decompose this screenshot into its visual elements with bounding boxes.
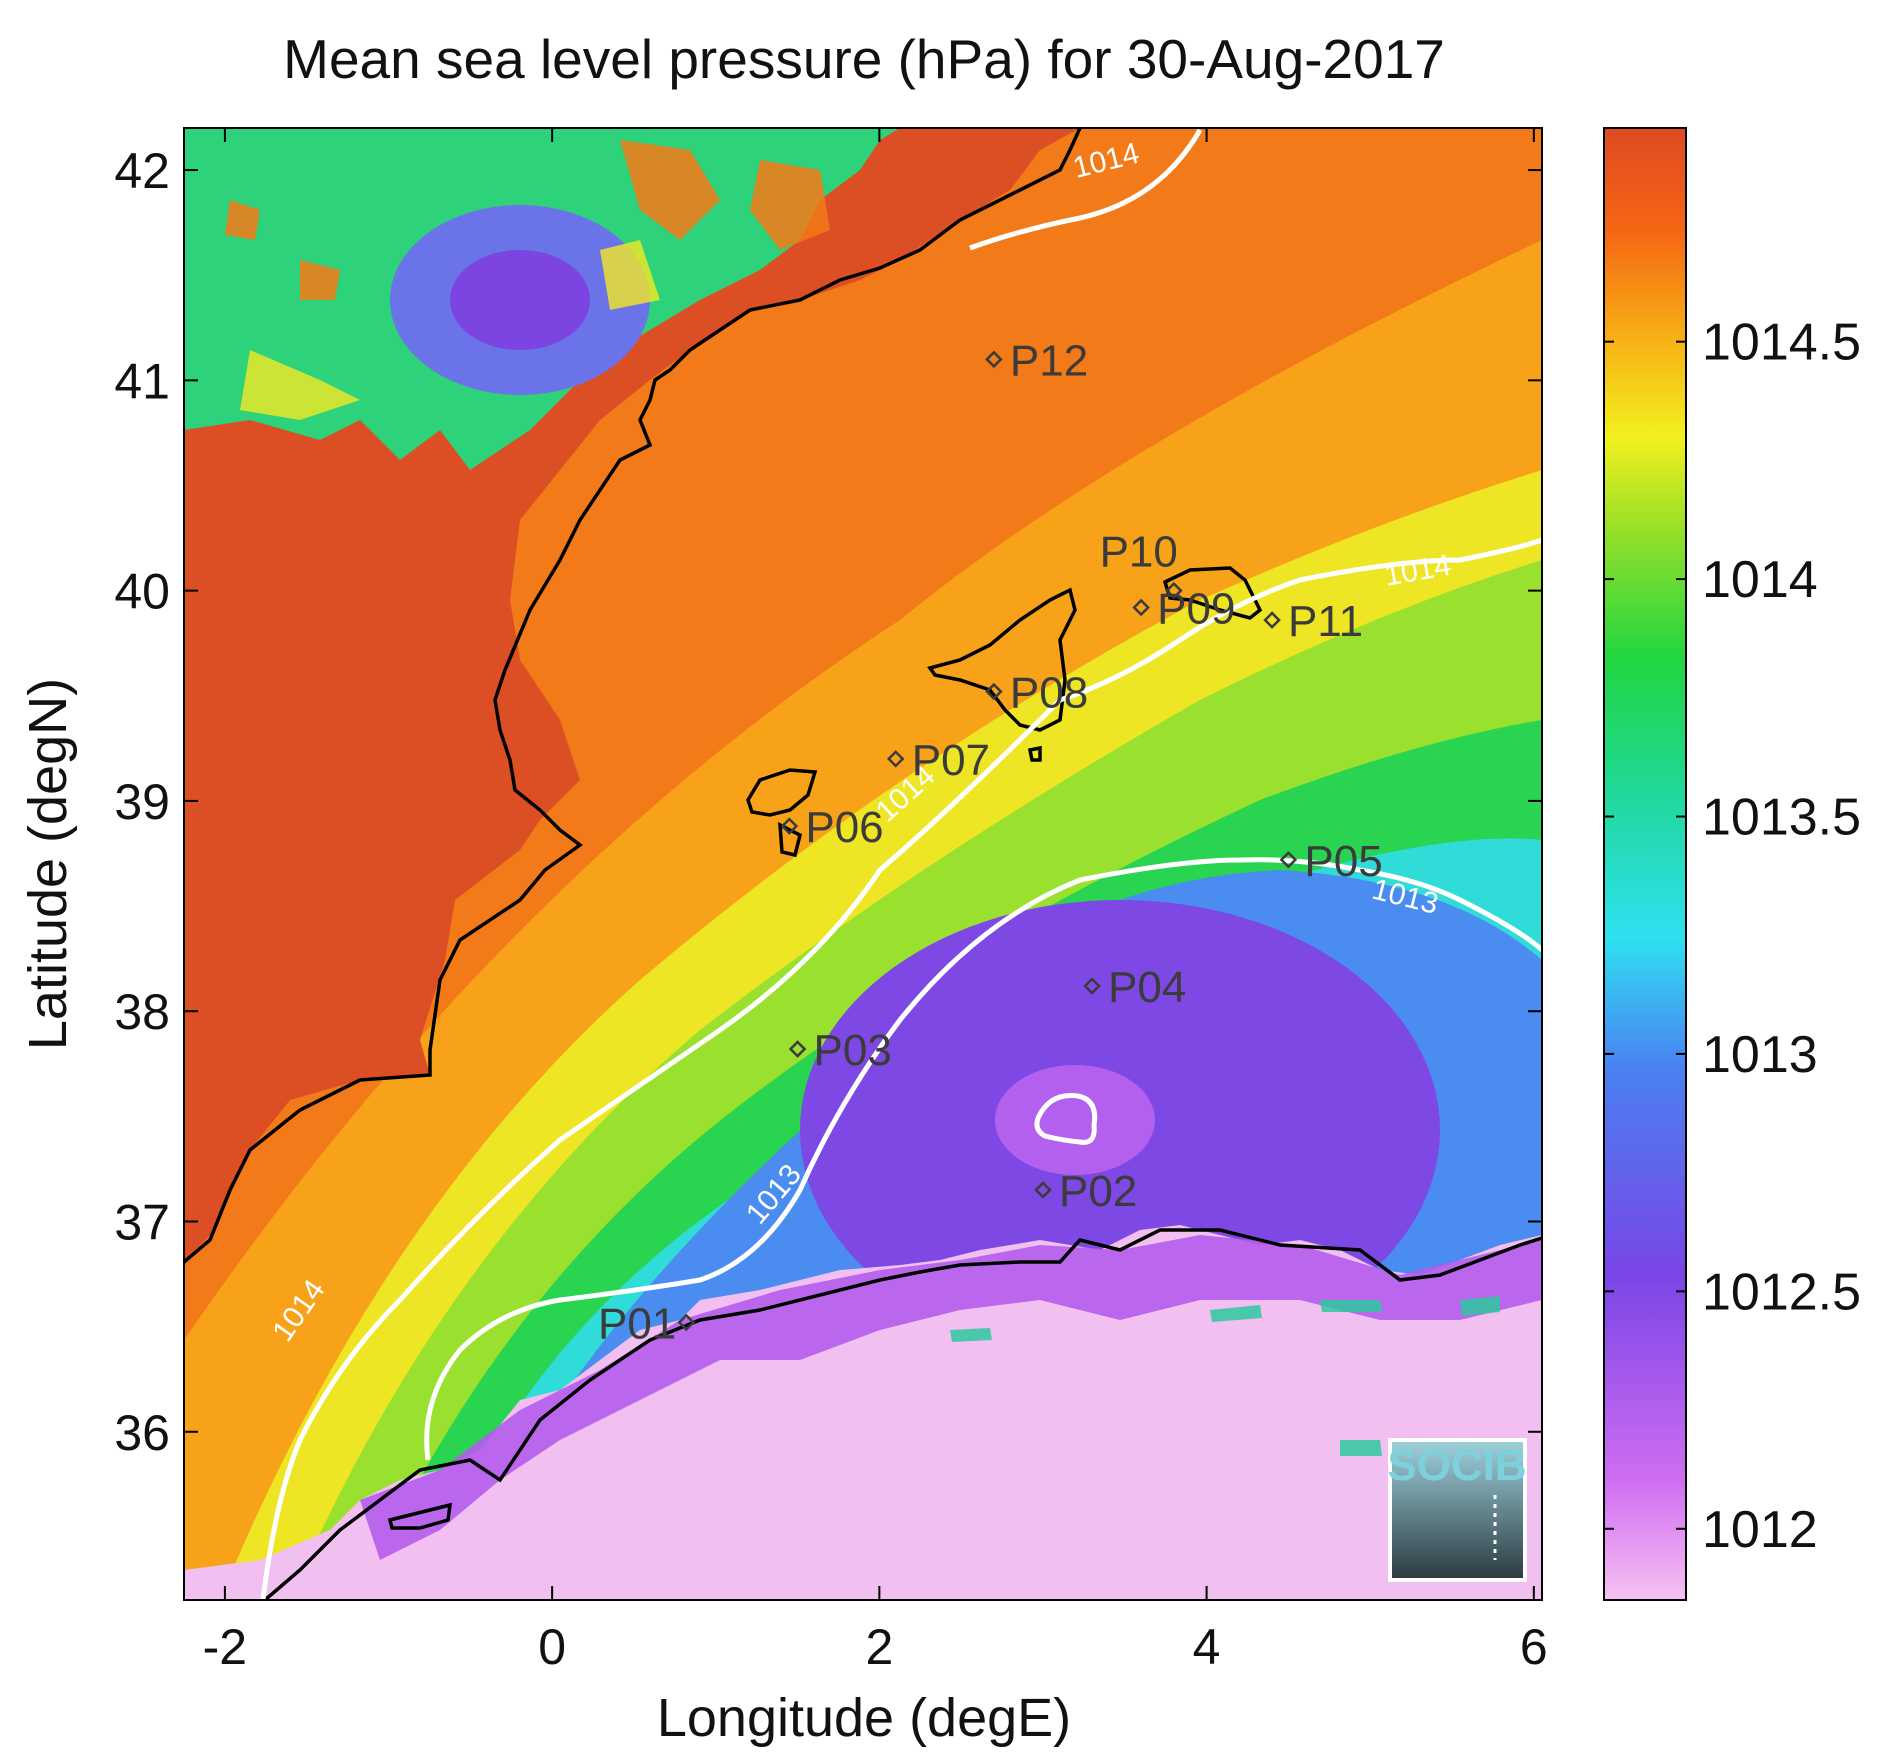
coastline-mallorca — [927, 587, 1077, 732]
station-marker — [985, 350, 1003, 369]
colorbar-tick-label: 1014.5 — [1702, 314, 1861, 372]
station-marker — [886, 750, 905, 768]
x-axis-label: Longitude (degE) — [657, 1688, 1071, 1748]
station-label: P01 — [598, 1299, 676, 1348]
y-axis: 36 37 38 39 40 41 42 — [114, 143, 1542, 1461]
colorbar-ticks: 1012 1012.5 1013 1013.5 1014 1014.5 — [1604, 314, 1861, 1559]
field-north-orange-patches — [225, 140, 830, 300]
colorbar-tick-label: 1014 — [1702, 551, 1818, 609]
coastline-menorca — [1162, 566, 1263, 620]
x-tick-label: 6 — [1520, 1619, 1548, 1675]
station-marker — [780, 817, 799, 835]
station-p03: P03 — [788, 1026, 892, 1075]
station-marker — [1263, 611, 1281, 629]
x-axis: -2 0 2 4 6 — [203, 128, 1548, 1675]
colorbar-tick-label: 1013.5 — [1702, 789, 1861, 847]
station-marker — [1165, 581, 1183, 600]
contours — [260, 128, 1542, 1600]
field-violet-core — [995, 1065, 1155, 1175]
station-marker — [677, 1313, 696, 1332]
plot-frame — [183, 127, 1543, 1601]
field-ebro-core — [450, 250, 590, 350]
station-marker — [788, 1040, 807, 1058]
coastline-ibiza — [746, 768, 818, 858]
colorbar-tick-label: 1012 — [1702, 1501, 1818, 1559]
station-p08: P08 — [985, 669, 1088, 718]
contour-1012-ring — [1034, 1092, 1098, 1145]
coastline-alboran — [387, 1502, 453, 1530]
station-p10: P10 — [1100, 528, 1183, 600]
x-tick-label: 2 — [865, 1619, 893, 1675]
colorbar-tick-label: 1012.5 — [1702, 1263, 1861, 1321]
colorbar-gradient — [1603, 127, 1687, 1601]
y-tick-label: 41 — [114, 353, 170, 409]
field-africa-coastal-purple — [360, 1235, 1542, 1560]
station-label: P07 — [912, 736, 990, 785]
station-label: P10 — [1100, 528, 1178, 577]
station-p12: P12 — [985, 336, 1088, 385]
x-tick-label: -2 — [203, 1619, 247, 1675]
y-axis-label: Latitude (degN) — [18, 678, 78, 1050]
y-tick-label: 39 — [114, 774, 170, 830]
colorbar-tick-label: 1013 — [1702, 1026, 1818, 1084]
contour-1014-north — [969, 128, 1203, 251]
station-p06: P06 — [780, 803, 884, 852]
contour-1013 — [424, 857, 1542, 1461]
y-tick-label: 36 — [114, 1405, 170, 1461]
field-africa-land — [184, 1225, 1542, 1600]
contour-1014-main — [260, 537, 1542, 1600]
colorbar: 1012 1012.5 1013 1013.5 1014 1014.5 — [1603, 127, 1861, 1601]
station-label: P02 — [1059, 1167, 1137, 1216]
station-label: P03 — [814, 1026, 892, 1075]
logo-text: SOCIB — [1387, 1441, 1526, 1490]
coastlines — [184, 128, 1542, 1600]
field-north-yellow-patches — [240, 240, 660, 420]
x-tick-label: 0 — [538, 1619, 566, 1675]
station-p04: P04 — [1083, 963, 1186, 1012]
station-label: P12 — [1010, 336, 1088, 385]
station-marker — [1132, 598, 1150, 617]
station-label: P11 — [1288, 597, 1363, 646]
station-p07: P07 — [886, 736, 990, 785]
y-tick-label: 38 — [114, 984, 170, 1040]
station-p05: P05 — [1279, 837, 1383, 886]
station-label: P08 — [1010, 669, 1088, 718]
station-label: P05 — [1304, 837, 1382, 886]
y-tick-label: 40 — [114, 564, 170, 620]
y-tick-label: 42 — [114, 143, 170, 199]
y-tick-label: 37 — [114, 1194, 170, 1250]
coastline-iberia — [184, 128, 1082, 1264]
station-p11: P11 — [1263, 597, 1363, 646]
station-p02: P02 — [1034, 1167, 1137, 1216]
coastline-cabrera — [1027, 745, 1042, 762]
x-tick-label: 4 — [1193, 1619, 1221, 1675]
station-marker — [1279, 851, 1298, 869]
station-marker — [985, 682, 1003, 701]
station-label: P06 — [805, 803, 883, 852]
station-marker — [1034, 1181, 1052, 1199]
socib-logo: SOCIB — [1387, 1438, 1527, 1582]
station-label: P04 — [1108, 963, 1186, 1012]
coastline-africa — [263, 1228, 1542, 1600]
chart-title: Mean sea level pressure (hPa) for 30-Aug… — [283, 28, 1445, 90]
station-p01: P01 — [598, 1299, 696, 1348]
station-marker — [1083, 977, 1101, 995]
